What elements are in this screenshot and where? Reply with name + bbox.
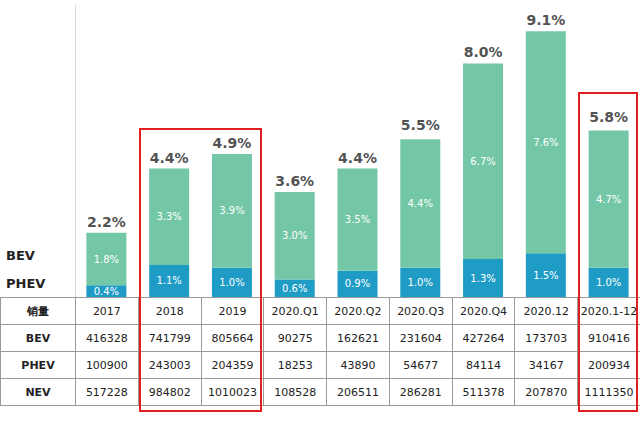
html-text:286281: 286281: [399, 385, 442, 399]
svg-text:7.6%: 7.6%: [533, 137, 558, 148]
svg-text:4.4%: 4.4%: [150, 150, 189, 166]
html-text:NEV: NEV: [25, 385, 51, 399]
html-text:2020.Q3: 2020.Q3: [397, 304, 445, 318]
svg-text:3.3%: 3.3%: [156, 211, 181, 222]
html-text:1010023: 1010023: [207, 385, 257, 399]
svg-text:1.5%: 1.5%: [533, 270, 558, 281]
svg-text:0.6%: 0.6%: [282, 283, 307, 294]
svg-text:3.0%: 3.0%: [282, 230, 307, 241]
html-text:43890: 43890: [340, 358, 376, 372]
svg-text:0.4%: 0.4%: [94, 286, 119, 297]
html-text:2017: 2017: [92, 304, 121, 318]
svg-text:1.0%: 1.0%: [408, 277, 433, 288]
svg-text:2.2%: 2.2%: [87, 214, 126, 230]
svg-text:4.7%: 4.7%: [596, 194, 621, 205]
svg-text:5.5%: 5.5%: [401, 117, 440, 133]
html-text:PHEV: PHEV: [6, 276, 46, 291]
svg-text:1.3%: 1.3%: [470, 273, 495, 284]
html-text:243003: 243003: [148, 358, 191, 372]
html-text:805664: 805664: [211, 331, 254, 345]
html-text:910416: 910416: [588, 331, 630, 345]
html-text:BEV: BEV: [25, 331, 51, 345]
svg-text:3.9%: 3.9%: [219, 205, 244, 216]
html-text:517228: 517228: [85, 385, 128, 399]
html-text:427264: 427264: [462, 331, 505, 345]
html-text:984802: 984802: [148, 385, 191, 399]
html-text:54677: 54677: [403, 358, 439, 372]
html-text:100900: 100900: [85, 358, 128, 372]
html-text:90275: 90275: [277, 331, 313, 345]
html-text:34167: 34167: [528, 358, 564, 372]
html-text:741799: 741799: [148, 331, 191, 345]
html-text:2018: 2018: [155, 304, 184, 318]
html-text:206511: 206511: [336, 385, 379, 399]
html-text:1111350: 1111350: [584, 385, 634, 399]
svg-text:9.1%: 9.1%: [526, 12, 565, 28]
svg-text:1.1%: 1.1%: [156, 275, 181, 286]
svg-text:4.9%: 4.9%: [213, 135, 252, 151]
html-text:511378: 511378: [462, 385, 505, 399]
svg-text:4.4%: 4.4%: [408, 198, 433, 209]
html-text:207870: 207870: [525, 385, 568, 399]
svg-text:3.5%: 3.5%: [345, 214, 370, 225]
html-text:2019: 2019: [218, 304, 247, 318]
html-text:108528: 108528: [274, 385, 317, 399]
svg-text:0.9%: 0.9%: [345, 278, 370, 289]
html-text:2020.1-12: 2020.1-12: [580, 304, 638, 318]
svg-text:4.4%: 4.4%: [338, 150, 377, 166]
svg-text:3.6%: 3.6%: [275, 173, 314, 189]
html-text:销量: 销量: [27, 304, 49, 318]
html-text:2020.Q1: 2020.Q1: [271, 304, 319, 318]
html-text:18253: 18253: [277, 358, 313, 372]
html-text:2020.Q2: 2020.Q2: [334, 304, 382, 318]
html-text:173703: 173703: [525, 331, 568, 345]
html-text:231604: 231604: [399, 331, 442, 345]
html-text:200934: 200934: [588, 358, 630, 372]
svg-text:6.7%: 6.7%: [470, 156, 495, 167]
html-text:162621: 162621: [336, 331, 379, 345]
html-text:416328: 416328: [85, 331, 128, 345]
svg-text:1.0%: 1.0%: [596, 277, 621, 288]
html-text:84114: 84114: [466, 358, 501, 372]
html-text:BEV: BEV: [6, 248, 35, 263]
svg-text:1.8%: 1.8%: [94, 254, 119, 265]
html-text:2020.Q4: 2020.Q4: [459, 304, 507, 318]
html-text:2020.12: 2020.12: [523, 304, 569, 318]
html-text:PHEV: PHEV: [21, 358, 55, 372]
svg-text:5.8%: 5.8%: [589, 109, 628, 125]
svg-text:1.0%: 1.0%: [219, 277, 244, 288]
html-text:204359: 204359: [211, 358, 254, 372]
svg-text:8.0%: 8.0%: [464, 44, 503, 60]
